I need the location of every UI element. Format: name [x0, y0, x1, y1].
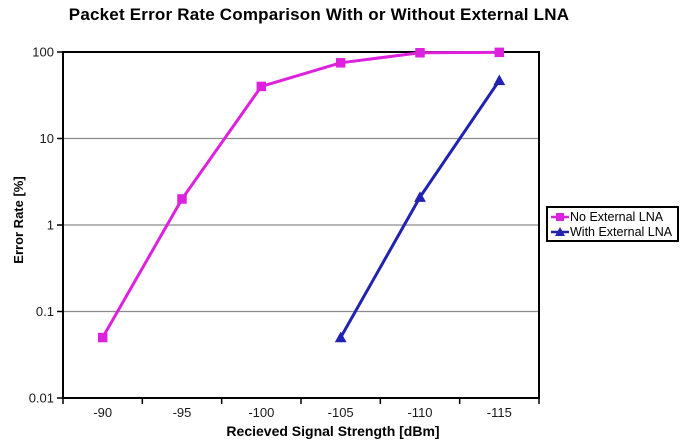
data-point-marker-0 [177, 194, 187, 204]
y-tick-label: 100 [32, 45, 54, 60]
legend-entry-with-external-lna: With External LNA [551, 224, 675, 239]
data-point-marker-0 [256, 81, 267, 92]
data-point-marker-1 [414, 191, 426, 202]
x-tick-label: -115 [487, 405, 512, 420]
data-point-marker-0 [97, 332, 108, 343]
legend-swatch-marker [556, 212, 564, 221]
data-point-marker-0 [335, 58, 346, 68]
legend-entry-no-external-lna: No External LNA [551, 209, 675, 224]
data-point-marker-1 [493, 74, 506, 86]
x-tick-label: -105 [328, 405, 354, 420]
y-tick-label: 10 [40, 131, 54, 146]
y-axis-title: Error Rate [%] [11, 176, 26, 264]
series-line-0 [101, 50, 501, 340]
x-tick-label: -110 [407, 405, 432, 420]
legend-triangle-marker-icon [551, 226, 569, 236]
x-tick-label: -90 [93, 405, 112, 420]
chart-title: Packet Error Rate Comparison With or Wit… [68, 5, 570, 24]
y-tick-label: 1 [47, 218, 54, 233]
x-tick-label: -100 [248, 405, 274, 420]
legend-label-with-external-lna: With External LNA [570, 224, 673, 239]
legend: No External LNA With External LNA [546, 206, 679, 242]
y-tick-label: 0.01 [29, 391, 54, 406]
legend-square-marker-icon [551, 212, 569, 221]
data-point-marker-0 [494, 47, 505, 58]
y-tick-label: 0.1 [36, 304, 54, 319]
legend-label-no-external-lna: No External LNA [570, 209, 664, 224]
data-point-marker-0 [415, 48, 425, 58]
data-point-marker-1 [334, 331, 347, 343]
legend-swatch-marker [555, 226, 565, 236]
x-axis-title: Recieved Signal Strength [dBm] [226, 423, 440, 439]
x-tick-label: -95 [173, 405, 192, 420]
